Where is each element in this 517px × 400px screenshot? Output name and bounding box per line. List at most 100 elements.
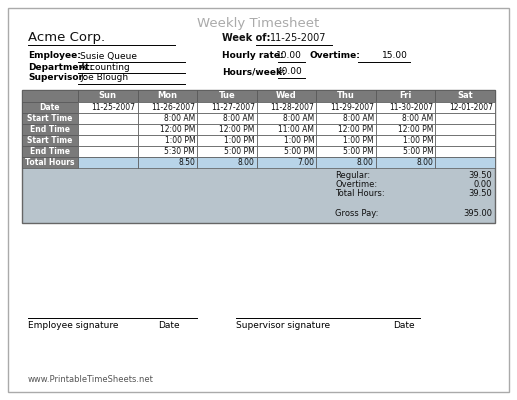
Bar [316,157,376,168]
Text: Weekly Timesheet: Weekly Timesheet [197,18,319,30]
Text: 12-01-2007: 12-01-2007 [449,103,493,112]
Text: Start Time: Start Time [27,114,73,123]
Bar [257,135,316,146]
Text: Hours/week:: Hours/week: [222,68,285,76]
Text: 5:30 PM: 5:30 PM [164,147,195,156]
Text: 10.00: 10.00 [276,52,302,60]
Bar [435,146,495,157]
Text: Thu: Thu [337,92,355,100]
Text: Supervisor:: Supervisor: [28,74,87,82]
Text: Supervisor signature: Supervisor signature [236,320,330,330]
Bar [435,102,495,113]
Bar [197,102,257,113]
Text: 8:00 AM: 8:00 AM [283,114,314,123]
Bar [435,113,495,124]
Bar [316,90,376,102]
Text: 39.50: 39.50 [468,190,492,198]
Bar [435,124,495,135]
Bar [138,102,197,113]
Bar [197,113,257,124]
Text: 395.00: 395.00 [463,208,492,218]
Text: 12:00 PM: 12:00 PM [339,125,374,134]
Bar [22,90,495,102]
Text: Date: Date [393,320,415,330]
Text: Overtime:: Overtime: [335,180,377,189]
Text: 5:00 PM: 5:00 PM [343,147,374,156]
Bar [78,102,138,113]
Text: 11-28-2007: 11-28-2007 [270,103,314,112]
Text: Fri: Fri [400,92,412,100]
Bar [257,146,316,157]
Bar [376,135,435,146]
Bar [22,90,495,223]
Bar [197,90,257,102]
Text: Total Hours: Total Hours [25,158,75,167]
Text: 12:00 PM: 12:00 PM [398,125,433,134]
Bar [257,113,316,124]
Bar [376,124,435,135]
Bar [316,102,376,113]
Text: Regular:: Regular: [335,170,370,180]
Text: Joe Blough: Joe Blough [80,74,128,82]
Bar [257,90,316,102]
Text: 1:00 PM: 1:00 PM [224,136,255,145]
Bar [78,124,138,135]
Bar [22,102,78,113]
Bar [78,157,138,168]
Text: 39.50: 39.50 [468,170,492,180]
Text: 1:00 PM: 1:00 PM [284,136,314,145]
Bar [376,90,435,102]
Text: 1:00 PM: 1:00 PM [343,136,374,145]
Text: 8.00: 8.00 [357,158,374,167]
Bar [257,102,316,113]
Text: www.PrintableTimeSheets.net: www.PrintableTimeSheets.net [28,376,154,384]
Text: 5:00 PM: 5:00 PM [403,147,433,156]
Text: 11-29-2007: 11-29-2007 [330,103,374,112]
Bar [78,90,138,102]
Bar [138,157,197,168]
Text: Employee signature: Employee signature [28,320,118,330]
Text: 11-30-2007: 11-30-2007 [389,103,433,112]
Text: Hourly rate:: Hourly rate: [222,52,284,60]
Text: 8.00: 8.00 [238,158,255,167]
Text: 15.00: 15.00 [382,52,408,60]
Text: Department:: Department: [28,62,93,72]
Text: 8:00 AM: 8:00 AM [223,114,255,123]
Bar [257,157,316,168]
Bar [376,102,435,113]
Bar [138,135,197,146]
Text: Acme Corp.: Acme Corp. [28,32,105,44]
Bar [22,90,78,102]
Bar [78,113,138,124]
Text: Sun: Sun [99,92,117,100]
Text: Tue: Tue [219,92,235,100]
Text: Accounting: Accounting [80,62,131,72]
Text: 12:00 PM: 12:00 PM [160,125,195,134]
Bar [197,135,257,146]
Text: 1:00 PM: 1:00 PM [164,136,195,145]
Bar [435,157,495,168]
Text: 11-25-2007: 11-25-2007 [270,33,327,43]
Text: 8.00: 8.00 [417,158,433,167]
Text: Susie Queue: Susie Queue [80,52,137,60]
Bar [197,157,257,168]
Text: Employee:: Employee: [28,52,81,60]
Text: 5:00 PM: 5:00 PM [283,147,314,156]
Bar [78,135,138,146]
Text: 7.00: 7.00 [297,158,314,167]
Text: 0.00: 0.00 [474,180,492,189]
Text: 11-25-2007: 11-25-2007 [92,103,135,112]
Text: Start Time: Start Time [27,136,73,145]
Bar [22,135,78,146]
Text: 5:00 PM: 5:00 PM [224,147,255,156]
Text: End Time: End Time [30,125,70,134]
Bar [138,113,197,124]
Text: 8:00 AM: 8:00 AM [402,114,433,123]
Bar [316,146,376,157]
Text: Total Hours:: Total Hours: [335,190,385,198]
Text: Gross Pay:: Gross Pay: [335,208,378,218]
Text: 12:00 PM: 12:00 PM [219,125,255,134]
Text: 11-26-2007: 11-26-2007 [151,103,195,112]
Bar [138,146,197,157]
Text: Mon: Mon [157,92,177,100]
